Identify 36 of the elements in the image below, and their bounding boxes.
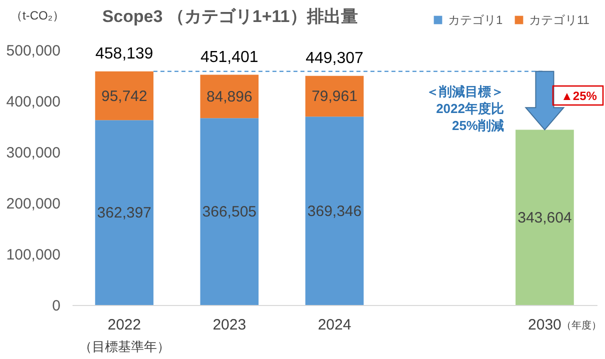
y-axis-title: （t-CO₂） <box>10 8 64 22</box>
legend-label: カテゴリ11 <box>529 13 590 27</box>
x-tick-label: 2023 <box>212 316 246 334</box>
x-tick-label: 2030 <box>528 316 562 334</box>
x-tick-label: 2022 <box>108 316 141 334</box>
x-axis-title: （年度） <box>562 320 602 332</box>
annotation: 25%削減 <box>452 118 504 133</box>
data-label: 95,742 <box>101 88 148 105</box>
annotation: ＜削減目標＞ <box>426 84 504 99</box>
annotation: 2022年度比 <box>436 101 504 116</box>
y-tick-label: 400,000 <box>6 94 60 110</box>
annotation: ▲25% <box>561 89 598 103</box>
data-label: 366,505 <box>202 204 257 221</box>
x-tick-label: 2024 <box>318 316 352 334</box>
data-label: 79,961 <box>312 88 358 106</box>
bar <box>200 118 259 305</box>
total-label: 449,307 <box>306 50 364 67</box>
total-label: 458,139 <box>95 45 154 62</box>
y-tick-label: 100,000 <box>6 246 60 264</box>
y-tick-label: 0 <box>52 298 60 314</box>
text: （目標基準年） <box>78 339 170 354</box>
legend-label: カテゴリ1 <box>448 13 503 27</box>
chart-title: Scope3 （カテゴリ1+11）排出量 <box>102 7 358 26</box>
bar <box>200 74 259 118</box>
data-label: 362,397 <box>97 204 152 222</box>
bar <box>95 120 154 305</box>
data-label: 369,346 <box>307 202 362 220</box>
data-label: 84,896 <box>206 88 252 106</box>
y-tick-label: 300,000 <box>6 144 60 162</box>
bar <box>305 76 364 117</box>
y-tick-label: 200,000 <box>6 196 60 212</box>
y-tick-label: 500,000 <box>6 42 60 60</box>
data-label: 343,604 <box>518 209 572 226</box>
bar <box>95 71 154 120</box>
total-label: 451,401 <box>200 48 258 66</box>
bar <box>305 116 364 305</box>
